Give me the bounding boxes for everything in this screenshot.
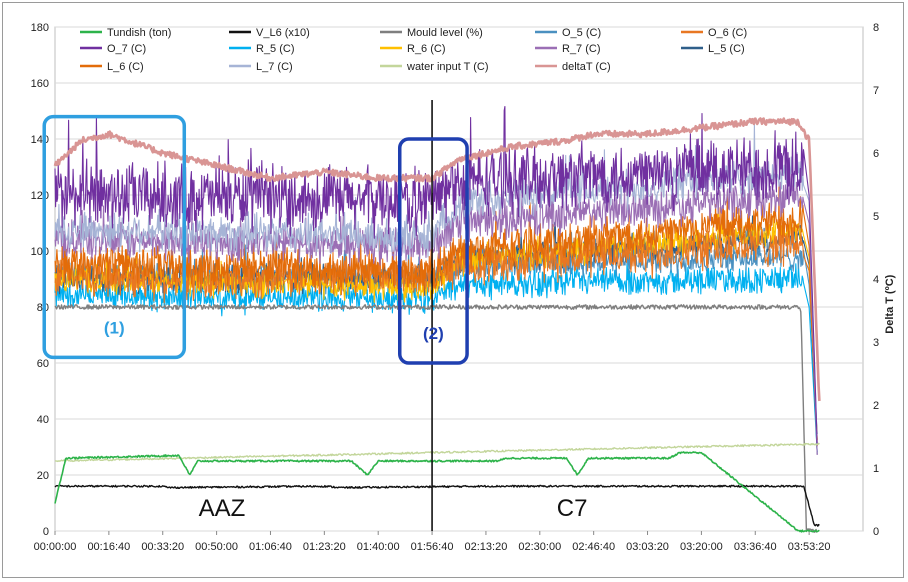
legend-label: O_7 (C) — [107, 43, 146, 55]
y-right-tick-label: 8 — [873, 22, 879, 34]
x-tick-label: 02:30:00 — [518, 541, 561, 553]
legend-label: Mould level (%) — [407, 27, 483, 39]
legend-label: R_7 (C) — [562, 43, 601, 55]
y-right-tick-label: 3 — [873, 337, 879, 349]
series-line-r-5-c — [54, 249, 818, 453]
region-label-c7: C7 — [557, 495, 588, 522]
x-tick-label: 00:00:00 — [34, 541, 77, 553]
y-left-tick-label: 40 — [37, 414, 49, 426]
x-tick-label: 01:56:40 — [411, 541, 454, 553]
y-right-tick-label: 2 — [873, 400, 879, 412]
y-right-tick-label: 0 — [873, 526, 879, 538]
y-left-tick-label: 140 — [31, 134, 49, 146]
x-tick-label: 00:33:20 — [141, 541, 184, 553]
legend-label: L_6 (C) — [107, 61, 144, 73]
y-left-tick-label: 180 — [31, 22, 49, 34]
x-tick-label: 03:20:00 — [680, 541, 723, 553]
legend-label: L_5 (C) — [708, 43, 745, 55]
y-left-tick-label: 160 — [31, 78, 49, 90]
x-tick-label: 02:46:40 — [572, 541, 615, 553]
legend-label: O_6 (C) — [708, 27, 747, 39]
series-line-o-7-c — [54, 105, 818, 446]
legend-label: water input T (C) — [406, 61, 489, 73]
x-tick-label: 03:03:20 — [626, 541, 669, 553]
series-line-v-l6-x10 — [54, 484, 820, 527]
y-left-tick-label: 0 — [43, 526, 49, 538]
legend-label: R_5 (C) — [256, 43, 295, 55]
x-tick-label: 03:53:20 — [788, 541, 831, 553]
legend-label: L_7 (C) — [256, 61, 293, 73]
y-right-tick-label: 4 — [873, 274, 879, 286]
x-tick-label: 00:50:00 — [195, 541, 238, 553]
y-right-tick-label: 5 — [873, 211, 879, 223]
y-left-tick-label: 60 — [37, 358, 49, 370]
series-line-water-input-t-c — [55, 442, 820, 463]
series-line-l-6-c — [54, 191, 818, 447]
annotation-label-1: (1) — [104, 318, 125, 337]
legend-label: deltaT (C) — [562, 61, 611, 73]
annotation-box-1 — [42, 114, 187, 360]
annotation-box-2 — [397, 137, 469, 365]
legend-label: R_6 (C) — [407, 43, 446, 55]
region-label-aaz: AAZ — [199, 495, 246, 522]
y-left-tick-label: 100 — [31, 246, 49, 258]
region-label-bg — [550, 492, 595, 523]
y-right-tick-label: 7 — [873, 85, 879, 97]
series-line-tundish-ton — [54, 451, 820, 533]
series-line-l-7-c — [54, 122, 818, 445]
legend-label: Tundish (ton) — [107, 27, 171, 39]
x-tick-label: 02:13:20 — [465, 541, 508, 553]
x-tick-label: 00:16:40 — [87, 541, 130, 553]
y-right-tick-label: 6 — [873, 148, 879, 160]
legend-label: V_L6 (x10) — [256, 27, 310, 39]
x-tick-label: 03:36:40 — [734, 541, 777, 553]
x-tick-label: 01:40:00 — [357, 541, 400, 553]
x-tick-label: 01:23:20 — [303, 541, 346, 553]
y-left-tick-label: 120 — [31, 190, 49, 202]
series-line-mould-level — [54, 304, 818, 533]
annotation-label-2: (2) — [423, 324, 444, 343]
x-tick-label: 01:06:40 — [249, 541, 292, 553]
region-label-bg — [192, 492, 252, 523]
series-line-deltat-c — [53, 117, 821, 402]
y-left-tick-label: 20 — [37, 470, 49, 482]
series-line-o-6-c — [54, 183, 818, 440]
legend-label: O_5 (C) — [562, 27, 601, 39]
y-right-tick-label: 1 — [873, 463, 879, 475]
y-right-axis-label: Delta T (ºC) — [884, 274, 896, 333]
